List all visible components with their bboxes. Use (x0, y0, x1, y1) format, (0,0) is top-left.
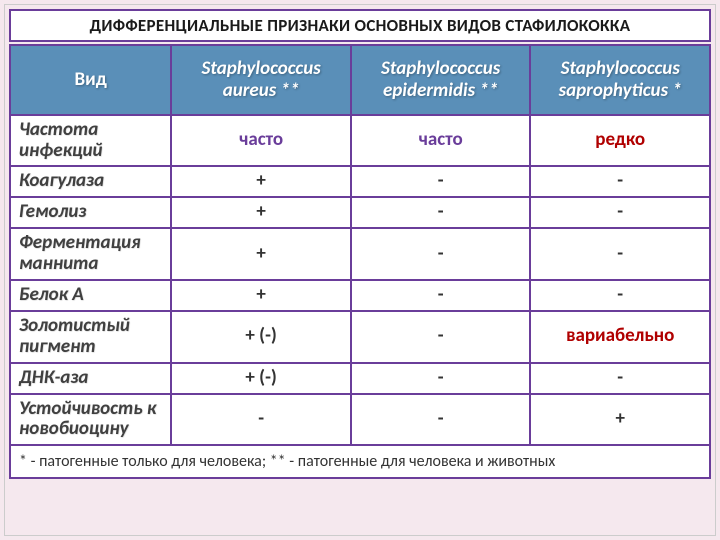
cell-value: + (-) (171, 363, 351, 394)
cell-value: - (530, 197, 710, 228)
cell-value: - (351, 197, 531, 228)
table-row: Гемолиз+-- (10, 197, 710, 228)
row-label: Белок А (10, 280, 171, 311)
row-label: Ферментация маннита (10, 228, 171, 280)
table-row: ДНК-аза+ (-)-- (10, 363, 710, 394)
cell-value: - (530, 228, 710, 280)
col-vid: Вид (10, 45, 171, 115)
row-label: Золотистый пигмент (10, 311, 171, 363)
cell-value: - (351, 311, 531, 363)
page-title: ДИФФЕРЕНЦИАЛЬНЫЕ ПРИЗНАКИ ОСНОВНЫХ ВИДОВ… (19, 15, 701, 36)
table-row: Белок А+-- (10, 280, 710, 311)
row-label: Частота инфекций (10, 115, 171, 167)
cell-value: - (351, 363, 531, 394)
cell-value: вариабельно (530, 311, 710, 363)
cell-value: редко (530, 115, 710, 167)
table-row: Коагулаза+-- (10, 166, 710, 197)
title-box: ДИФФЕРЕНЦИАЛЬНЫЕ ПРИЗНАКИ ОСНОВНЫХ ВИДОВ… (9, 9, 711, 42)
cell-value: - (171, 394, 351, 446)
footnote: * - патогенные только для человека; ** -… (9, 446, 711, 479)
cell-value: + (171, 280, 351, 311)
cell-value: часто (351, 115, 531, 167)
cell-value: - (351, 280, 531, 311)
cell-value: + (171, 197, 351, 228)
table-row: Ферментация маннита+-- (10, 228, 710, 280)
col-saprophyticus: Staphylococcus saprophyticus * (530, 45, 710, 115)
cell-value: - (351, 166, 531, 197)
row-label: Гемолиз (10, 197, 171, 228)
cell-value: + (171, 228, 351, 280)
cell-value: - (530, 280, 710, 311)
table-row: Устойчивость к новобиоцину--+ (10, 394, 710, 446)
cell-value: - (351, 394, 531, 446)
row-label: Устойчивость к новобиоцину (10, 394, 171, 446)
staph-table: Вид Staphylococcus aureus ** Staphylococ… (9, 44, 711, 446)
cell-value: - (530, 363, 710, 394)
table-body: Частота инфекцийчасточасторедкоКоагулаза… (10, 115, 710, 446)
col-aureus: Staphylococcus aureus ** (171, 45, 351, 115)
header-row: Вид Staphylococcus aureus ** Staphylococ… (10, 45, 710, 115)
cell-value: часто (171, 115, 351, 167)
col-epidermidis: Staphylococcus epidermidis ** (351, 45, 531, 115)
slide-container: ДИФФЕРЕНЦИАЛЬНЫЕ ПРИЗНАКИ ОСНОВНЫХ ВИДОВ… (4, 4, 716, 536)
cell-value: + (-) (171, 311, 351, 363)
cell-value: + (171, 166, 351, 197)
row-label: Коагулаза (10, 166, 171, 197)
table-row: Золотистый пигмент+ (-)-вариабельно (10, 311, 710, 363)
cell-value: - (530, 166, 710, 197)
cell-value: - (351, 228, 531, 280)
cell-value: + (530, 394, 710, 446)
row-label: ДНК-аза (10, 363, 171, 394)
table-row: Частота инфекцийчасточасторедко (10, 115, 710, 167)
